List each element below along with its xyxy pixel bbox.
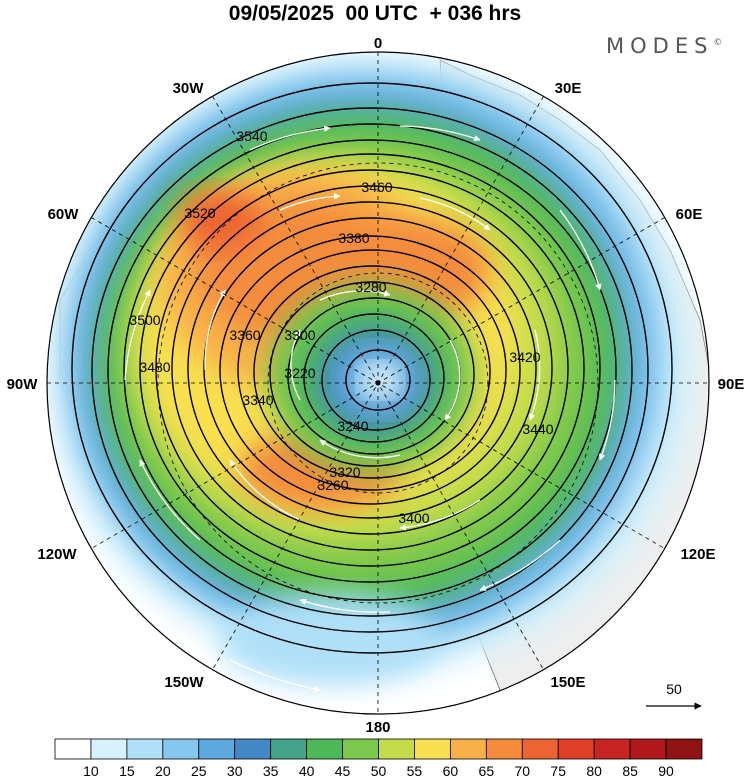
colorbar-tick-label: 60 [443, 763, 459, 779]
colorbar-tick-label: 40 [299, 763, 315, 779]
contour-label-3420: 3420 [509, 349, 540, 365]
contour-3260 [303, 313, 445, 443]
pole-marker [375, 380, 381, 386]
colorbar-swatch [629, 738, 667, 760]
colorbar-swatch [378, 738, 415, 760]
contour-label-3400: 3400 [398, 510, 429, 526]
contour-3520 [91, 107, 649, 633]
colorbar-tick-label: 70 [514, 763, 530, 779]
colorbar-tick-label: 65 [479, 763, 495, 779]
colorbar-swatch [54, 738, 92, 760]
lon-label-90w: 90W [7, 376, 39, 393]
contour-label-3380: 3380 [338, 230, 369, 246]
colorbar-tick-label: 80 [586, 763, 602, 779]
contour-label-3240: 3240 [337, 418, 368, 434]
colorbar-tick-label: 90 [658, 763, 674, 779]
colorbar-tick-label: 35 [263, 763, 279, 779]
colorbar-tick-label: 85 [622, 763, 638, 779]
colorbar-swatch [162, 738, 200, 760]
contour-label-3360: 3360 [229, 327, 260, 343]
colorbar-swatch [665, 738, 703, 760]
colorbar-tick-label: 15 [119, 763, 135, 779]
contour-label-3340: 3340 [242, 392, 273, 408]
contour-label-3520: 3520 [184, 205, 215, 221]
lon-label-0: 0 [374, 35, 382, 52]
colorbar: 10 15 20 25 30 35 40 45 50 55 60 65 70 75 80 85 90 [54, 738, 703, 779]
contour-3460 [139, 153, 601, 583]
contour-3400 [187, 201, 553, 535]
reference-vector-label: 50 [666, 681, 682, 697]
lon-label-120w: 120W [37, 546, 77, 563]
map-border [46, 51, 710, 715]
longitude-labels: 0 30E 60E 90E 120E 150E 180 150W 120W 90… [7, 35, 745, 736]
map-disk [47, 52, 709, 714]
contour-label-3220: 3220 [284, 365, 315, 381]
map-title: 09/05/2025 00 UTC + 036 hrs [228, 2, 522, 25]
colorbar-swatch [270, 738, 308, 760]
contour-3320 [253, 265, 491, 479]
contour-3360 [219, 235, 521, 505]
colorbar-swatch [449, 738, 487, 760]
logo-text: MODES [606, 34, 714, 58]
contour-label-3500: 3500 [129, 312, 160, 328]
colorbar-tick-label: 75 [550, 763, 566, 779]
lon-label-30e: 30E [555, 80, 582, 97]
contour-label-3440: 3440 [522, 421, 553, 437]
contour-label-3480: 3480 [139, 359, 170, 375]
colorbar-tick-label: 45 [335, 763, 351, 779]
contour-label-3280: 3280 [355, 279, 386, 295]
colorbar-tick-label: 20 [155, 763, 171, 779]
colorbar-swatch [414, 738, 451, 760]
contour-label-3320: 3320 [329, 464, 360, 480]
contour-3500 [107, 123, 633, 617]
contour-label-3260: 3260 [317, 477, 348, 493]
colorbar-swatch [306, 738, 343, 760]
contour-label-3460: 3460 [361, 179, 392, 195]
colorbar-tick-label: 25 [191, 763, 207, 779]
height-contours [71, 82, 673, 654]
colorbar-swatch [593, 738, 631, 760]
lon-label-150w: 150W [164, 674, 204, 691]
colorbar-swatch [485, 738, 523, 760]
lon-label-120e: 120E [680, 546, 715, 563]
modes-logo: MODES© [606, 34, 722, 58]
lon-label-30w: 30W [173, 80, 205, 97]
contour-3340 [237, 249, 507, 491]
lon-label-180: 180 [365, 719, 390, 736]
contour-3300 [269, 281, 475, 467]
lon-label-90e: 90E [718, 376, 745, 393]
contour-3240 [321, 329, 431, 431]
colorbar-swatch [90, 738, 128, 760]
reference-vector: 50 [646, 681, 702, 710]
lon-label-150e: 150E [550, 674, 585, 691]
copyright-mark: © [713, 38, 723, 48]
colorbar-tick-label: 10 [83, 763, 99, 779]
colorbar-swatch [234, 738, 272, 760]
colorbar-swatch [521, 738, 559, 760]
colorbar-tick-label: 50 [371, 763, 387, 779]
contour-3480 [123, 139, 617, 601]
colorbar-swatch [557, 738, 595, 760]
contour-3440 [155, 169, 585, 567]
colorbar-swatch [198, 738, 236, 760]
contour-3540 [71, 82, 673, 654]
colorbar-tick-label: 30 [227, 763, 243, 779]
lon-label-60e: 60E [676, 206, 703, 223]
contour-3420 [171, 185, 569, 551]
contour-label-3300: 3300 [284, 327, 315, 343]
lon-label-60w: 60W [48, 206, 80, 223]
colorbar-swatch [342, 738, 379, 760]
contour-labels: 3540 3520 3500 3480 3460 3440 3420 3400 … [129, 128, 553, 526]
colorbar-tick-label: 55 [407, 763, 423, 779]
contour-label-3540: 3540 [236, 128, 267, 144]
contour-3380 [203, 217, 537, 519]
colorbar-swatch [126, 738, 164, 760]
